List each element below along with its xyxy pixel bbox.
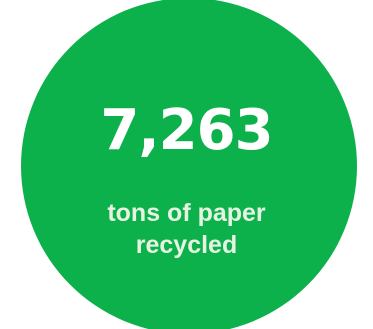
green-circle bbox=[21, 0, 357, 329]
stat-value: 7,263 bbox=[100, 98, 273, 163]
stat-label: tons of paper recycled bbox=[0, 197, 373, 261]
stat-label-line-2: recycled bbox=[135, 231, 238, 259]
stat-label-line-1: tons of paper bbox=[107, 199, 266, 227]
